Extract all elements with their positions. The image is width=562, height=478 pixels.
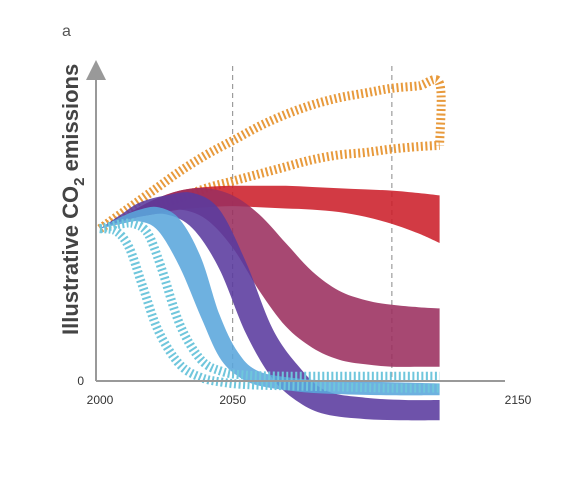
x-tick-label-2150: 2150: [505, 393, 532, 407]
x-tick-label-2000: 2000: [87, 393, 114, 407]
y-axis-label-main: Illustrative CO: [58, 186, 83, 335]
y-axis-label-rest: emissions: [58, 64, 83, 178]
y-axis-label-subscript: 2: [71, 178, 88, 186]
y-axis-label: Illustrative CO2 emissions: [58, 64, 88, 335]
x-tick-label-2050: 2050: [219, 393, 246, 407]
series-layer: [100, 80, 441, 421]
panel-label: a: [62, 23, 71, 40]
y-tick-label-0: 0: [77, 374, 84, 388]
